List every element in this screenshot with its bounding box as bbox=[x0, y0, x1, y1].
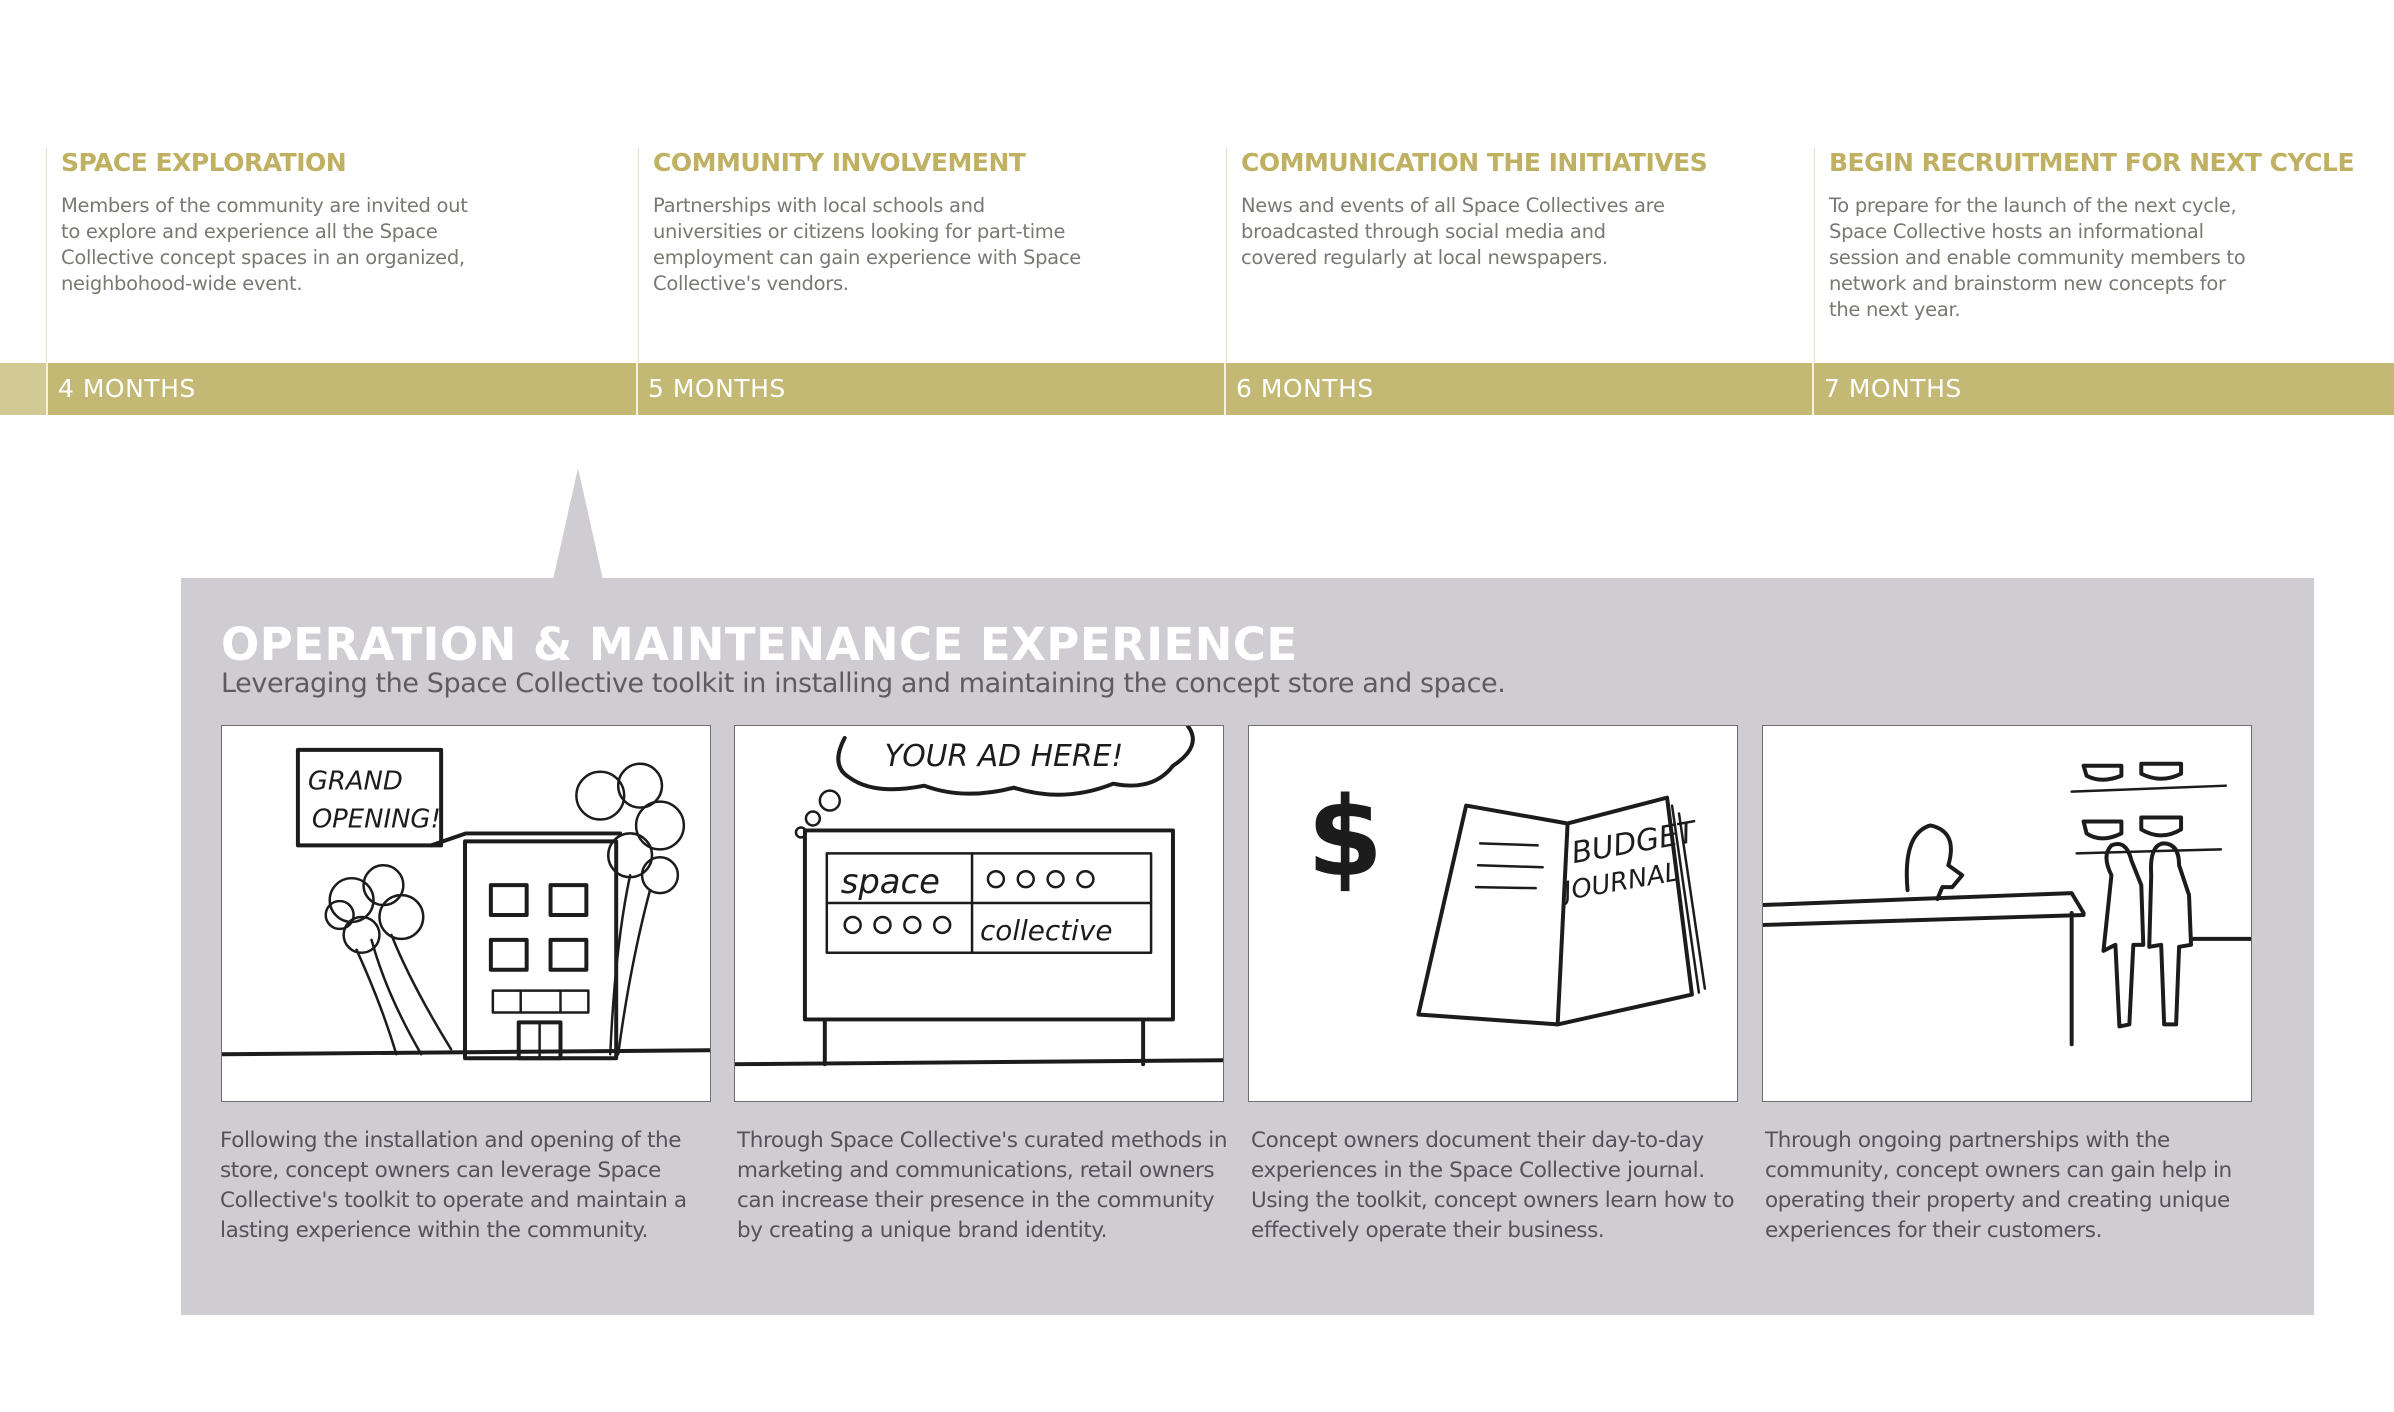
phase-description: Partnerships with local schools and univ… bbox=[653, 194, 1081, 295]
budget-journal-sketch-icon: $ BUDGET JOURNAL bbox=[1307, 773, 1707, 1027]
phase-communication: COMMUNICATION THE INITIATIVES News and e… bbox=[1226, 148, 1813, 362]
panel-title: OPERATION & MAINTENANCE EXPERIENCE bbox=[221, 618, 1298, 671]
sketch-billboard: YOUR AD HERE! space collective bbox=[734, 725, 1224, 1102]
billboard-text: space bbox=[841, 862, 940, 901]
grand-opening-storefront-sketch-icon: GRAND OPENING! bbox=[222, 747, 710, 1061]
duration-label: 7 MONTHS bbox=[1824, 374, 1962, 403]
sketch-caption: Concept owners document their day-to-day… bbox=[1251, 1128, 1735, 1243]
dollar-sign: $ bbox=[1307, 773, 1383, 901]
sketch-grand-opening: GRAND OPENING! bbox=[221, 725, 711, 1102]
sketch-caption: Following the installation and opening o… bbox=[220, 1128, 687, 1243]
phase-title: SPACE EXPLORATION bbox=[61, 148, 347, 177]
band-stub bbox=[0, 363, 46, 415]
duration-label: 6 MONTHS bbox=[1236, 374, 1374, 403]
band-segment-6-months: 6 MONTHS bbox=[1224, 363, 1814, 415]
phase-title: BEGIN RECRUITMENT FOR NEXT CYCLE bbox=[1829, 148, 2355, 177]
sign-text: GRAND bbox=[308, 767, 403, 797]
sketch-caption: Through Space Collective's curated metho… bbox=[737, 1128, 1228, 1243]
phase-title: COMMUNITY INVOLVEMENT bbox=[653, 148, 1026, 177]
band-segment-5-months: 5 MONTHS bbox=[636, 363, 1226, 415]
phase-description: News and events of all Space Collectives… bbox=[1241, 194, 1665, 269]
phase-recruitment: BEGIN RECRUITMENT FOR NEXT CYCLE To prep… bbox=[1814, 148, 2394, 362]
duration-label: 5 MONTHS bbox=[648, 374, 786, 403]
billboard-text: collective bbox=[980, 914, 1113, 947]
sketch-caption: Through ongoing partnerships with the co… bbox=[1765, 1128, 2232, 1243]
duration-label: 4 MONTHS bbox=[58, 374, 196, 403]
billboard-sketch-icon: YOUR AD HERE! space collective bbox=[735, 726, 1223, 1067]
phase-space-exploration: SPACE EXPLORATION Members of the communi… bbox=[46, 148, 637, 362]
phase-community-involvement: COMMUNITY INVOLVEMENT Partnerships with … bbox=[638, 148, 1225, 362]
callout-pointer-icon bbox=[553, 468, 603, 580]
sign-text: OPENING! bbox=[312, 804, 441, 834]
sketch-store-counter bbox=[1762, 725, 2252, 1102]
store-counter-sketch-icon bbox=[1763, 761, 2251, 1047]
phase-description: To prepare for the launch of the next cy… bbox=[1829, 194, 2246, 321]
duration-band: 4 MONTHS 5 MONTHS 6 MONTHS 7 MONTHS bbox=[0, 363, 2394, 415]
billboard-headline: YOUR AD HERE! bbox=[885, 739, 1124, 774]
phase-title: COMMUNICATION THE INITIATIVES bbox=[1241, 148, 1708, 177]
band-segment-4-months: 4 MONTHS bbox=[46, 363, 638, 415]
phase-description: Members of the community are invited out… bbox=[61, 194, 468, 295]
operation-maintenance-panel: OPERATION & MAINTENANCE EXPERIENCE Lever… bbox=[181, 578, 2314, 1315]
panel-subtitle: Leveraging the Space Collective toolkit … bbox=[221, 668, 1506, 699]
sketch-budget-journal: $ BUDGET JOURNAL bbox=[1248, 725, 1738, 1102]
band-segment-7-months: 7 MONTHS bbox=[1812, 363, 2394, 415]
